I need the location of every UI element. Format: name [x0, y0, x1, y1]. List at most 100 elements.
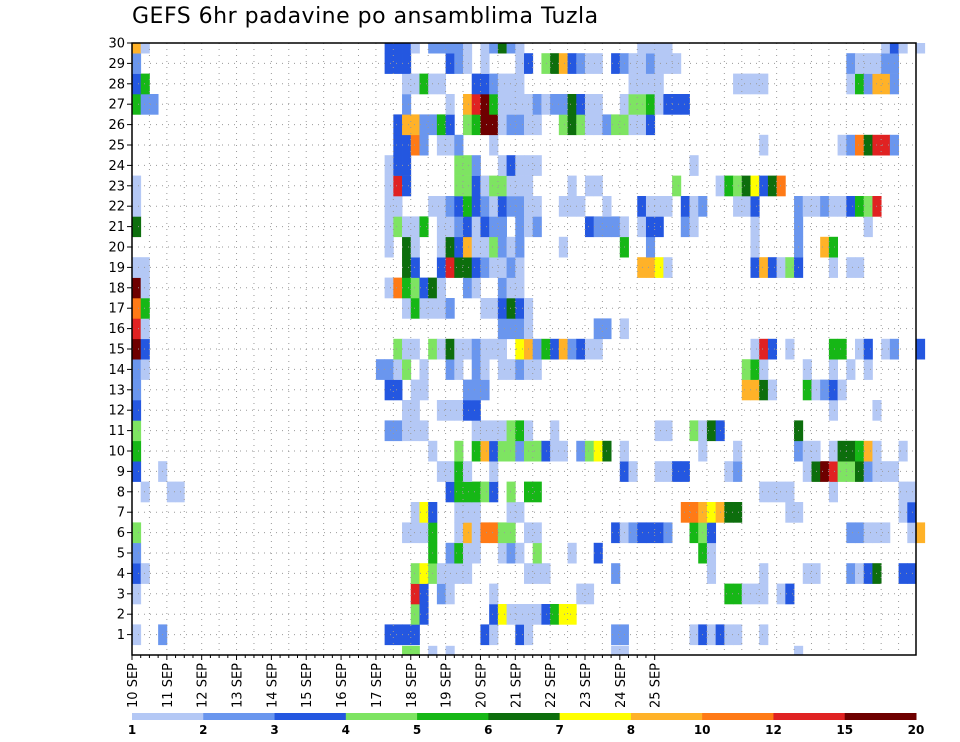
y-tick-label: 7 — [117, 506, 125, 521]
y-tick-label: 17 — [108, 302, 125, 317]
heatmap-cell — [733, 461, 743, 482]
heatmap-cell — [506, 175, 516, 197]
heatmap-cell — [785, 257, 795, 278]
heatmap-cell — [471, 236, 481, 258]
heatmap-cell — [384, 175, 394, 197]
heatmap-cell — [785, 583, 795, 605]
heatmap-cell — [454, 440, 464, 462]
heatmap-cell — [654, 461, 664, 482]
heatmap-cell — [654, 53, 664, 74]
heatmap-cell — [567, 542, 577, 564]
heatmap-cell — [454, 43, 464, 54]
heatmap-cell — [393, 43, 403, 54]
heatmap-cell — [785, 502, 795, 523]
heatmap-cell — [828, 379, 838, 401]
heatmap-cell — [837, 461, 847, 482]
heatmap-cell — [463, 155, 473, 176]
heatmap-cell — [497, 318, 507, 340]
heatmap-cell — [724, 461, 734, 482]
colorbar-tick-label: 10 — [694, 723, 711, 737]
heatmap-cell — [846, 53, 856, 74]
y-tick-label: 24 — [108, 159, 125, 174]
y-tick-label: 18 — [108, 281, 125, 296]
heatmap-cell — [863, 216, 873, 238]
heatmap-cell — [410, 604, 420, 625]
heatmap-cell — [863, 461, 873, 482]
heatmap-cell — [402, 114, 412, 136]
heatmap-cell — [828, 400, 838, 421]
heatmap-cell — [402, 53, 412, 74]
heatmap-cell — [132, 359, 142, 380]
heatmap-cell — [733, 583, 743, 605]
heatmap-cell — [776, 257, 786, 278]
heatmap-cell — [584, 216, 595, 238]
heatmap-cell — [689, 216, 699, 238]
heatmap-cell — [506, 420, 516, 442]
heatmap-cell — [767, 379, 778, 401]
heatmap-cell — [489, 73, 499, 95]
heatmap-cell — [463, 522, 473, 544]
heatmap-cell — [436, 257, 446, 278]
heatmap-cell — [733, 440, 743, 462]
y-tick-label: 23 — [108, 179, 125, 194]
heatmap-cell — [132, 43, 142, 54]
heatmap-cell — [576, 53, 586, 74]
heatmap-cell — [419, 216, 429, 238]
heatmap-cell — [645, 216, 656, 238]
heatmap-cell — [532, 481, 542, 503]
y-tick-label: 28 — [108, 77, 125, 92]
heatmap-cell — [750, 379, 760, 401]
heatmap-cell — [506, 542, 516, 564]
heatmap-cell — [584, 94, 595, 115]
heatmap-cell — [828, 481, 838, 503]
heatmap-cell — [497, 175, 507, 197]
heatmap-cell — [454, 461, 464, 482]
heatmap-cell — [645, 94, 656, 115]
heatmap-cell — [515, 216, 525, 238]
heatmap-cell — [672, 53, 682, 74]
heatmap-cell — [384, 43, 394, 54]
heatmap-cell — [733, 175, 743, 197]
heatmap-cell — [916, 43, 926, 54]
heatmap-cell — [506, 440, 516, 462]
heatmap-cell — [402, 134, 412, 156]
heatmap-cell — [750, 236, 760, 258]
heatmap-cell — [550, 420, 560, 442]
heatmap-cell — [881, 522, 891, 544]
heatmap-cell — [497, 216, 507, 238]
heatmap-cell — [907, 522, 917, 544]
heatmap-cell — [463, 542, 473, 564]
heatmap-cell — [532, 114, 542, 136]
heatmap-cell — [881, 461, 891, 482]
heatmap-cell — [846, 196, 856, 217]
y-tick-label: 3 — [117, 587, 125, 602]
heatmap-cell — [550, 94, 560, 115]
heatmap-cell — [489, 257, 499, 278]
heatmap-cell — [663, 94, 673, 115]
heatmap-cell — [410, 379, 420, 401]
heatmap-cell — [855, 522, 865, 544]
heatmap-cell — [410, 645, 420, 656]
heatmap-cell — [846, 461, 856, 482]
heatmap-cell — [454, 338, 464, 360]
colorbar-tick-label: 8 — [627, 723, 635, 737]
heatmap-cell — [680, 216, 690, 238]
heatmap-cell — [454, 481, 464, 503]
x-tick-label: 25 SEP — [649, 663, 664, 708]
heatmap-cell — [497, 298, 507, 319]
heatmap-cell — [611, 216, 621, 238]
heatmap-cell — [140, 481, 150, 503]
y-tick-label: 9 — [117, 465, 125, 480]
heatmap-cell — [132, 73, 142, 95]
heatmap-cell — [463, 277, 473, 299]
colorbar-tick-label: 7 — [555, 723, 563, 737]
y-tick-label: 27 — [108, 98, 125, 113]
heatmap-cell — [750, 359, 760, 380]
heatmap-cell — [828, 338, 838, 360]
heatmap-cell — [445, 43, 455, 54]
heatmap-cell — [898, 440, 908, 462]
heatmap-cell — [567, 604, 577, 625]
heatmap-cell — [410, 563, 420, 584]
heatmap-cell — [637, 257, 647, 278]
heatmap-cell — [506, 522, 516, 544]
